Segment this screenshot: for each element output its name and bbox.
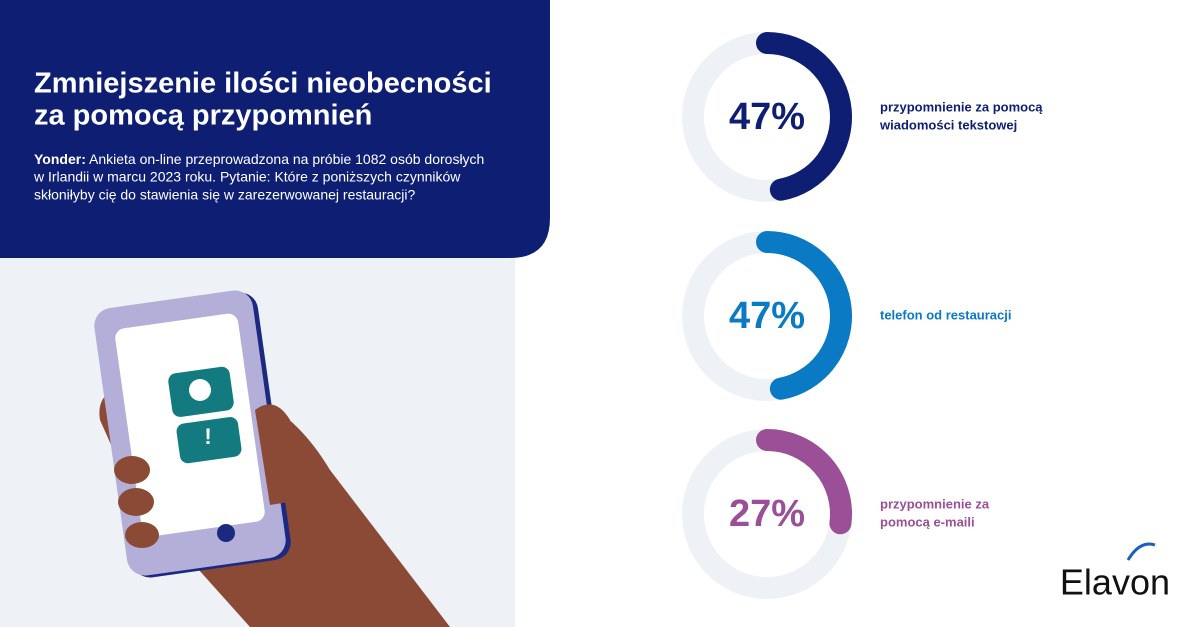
title: Zmniejszenie ilości nieobecności bbox=[34, 68, 492, 100]
source-label: Yonder: bbox=[34, 151, 86, 167]
description-line: Ankieta on-line przeprowadzona na próbie… bbox=[86, 151, 485, 167]
ring-arc bbox=[756, 231, 852, 400]
header-panel bbox=[0, 0, 550, 258]
logo: Elavon bbox=[1060, 562, 1170, 603]
title: za pomocą przypomnień bbox=[34, 100, 372, 132]
stat-label: wiadomości tekstowej bbox=[879, 117, 1017, 132]
value-label: 27% bbox=[729, 493, 805, 535]
ring-arc bbox=[756, 32, 852, 201]
value-label: 47% bbox=[729, 96, 805, 138]
stat-label: telefon od restauracji bbox=[880, 307, 1011, 322]
svg-text:!: ! bbox=[204, 424, 211, 449]
logo-mark bbox=[1126, 542, 1156, 561]
stat-label: pomocą e-maili bbox=[880, 514, 975, 529]
value-label: 47% bbox=[729, 295, 805, 337]
description: w Irlandii w marcu 2023 roku. Pytanie: K… bbox=[33, 169, 461, 185]
description: Yonder: Ankieta on-line przeprowadzona n… bbox=[34, 151, 484, 167]
description: skłoniłyby cię do stawienia się w zareze… bbox=[34, 187, 415, 203]
stat-label: przypomnienie za pomocą bbox=[880, 99, 1043, 114]
phone-illustration: ! bbox=[94, 290, 450, 627]
ring-arc bbox=[756, 429, 852, 535]
stat-label: przypomnienie za bbox=[880, 496, 990, 511]
